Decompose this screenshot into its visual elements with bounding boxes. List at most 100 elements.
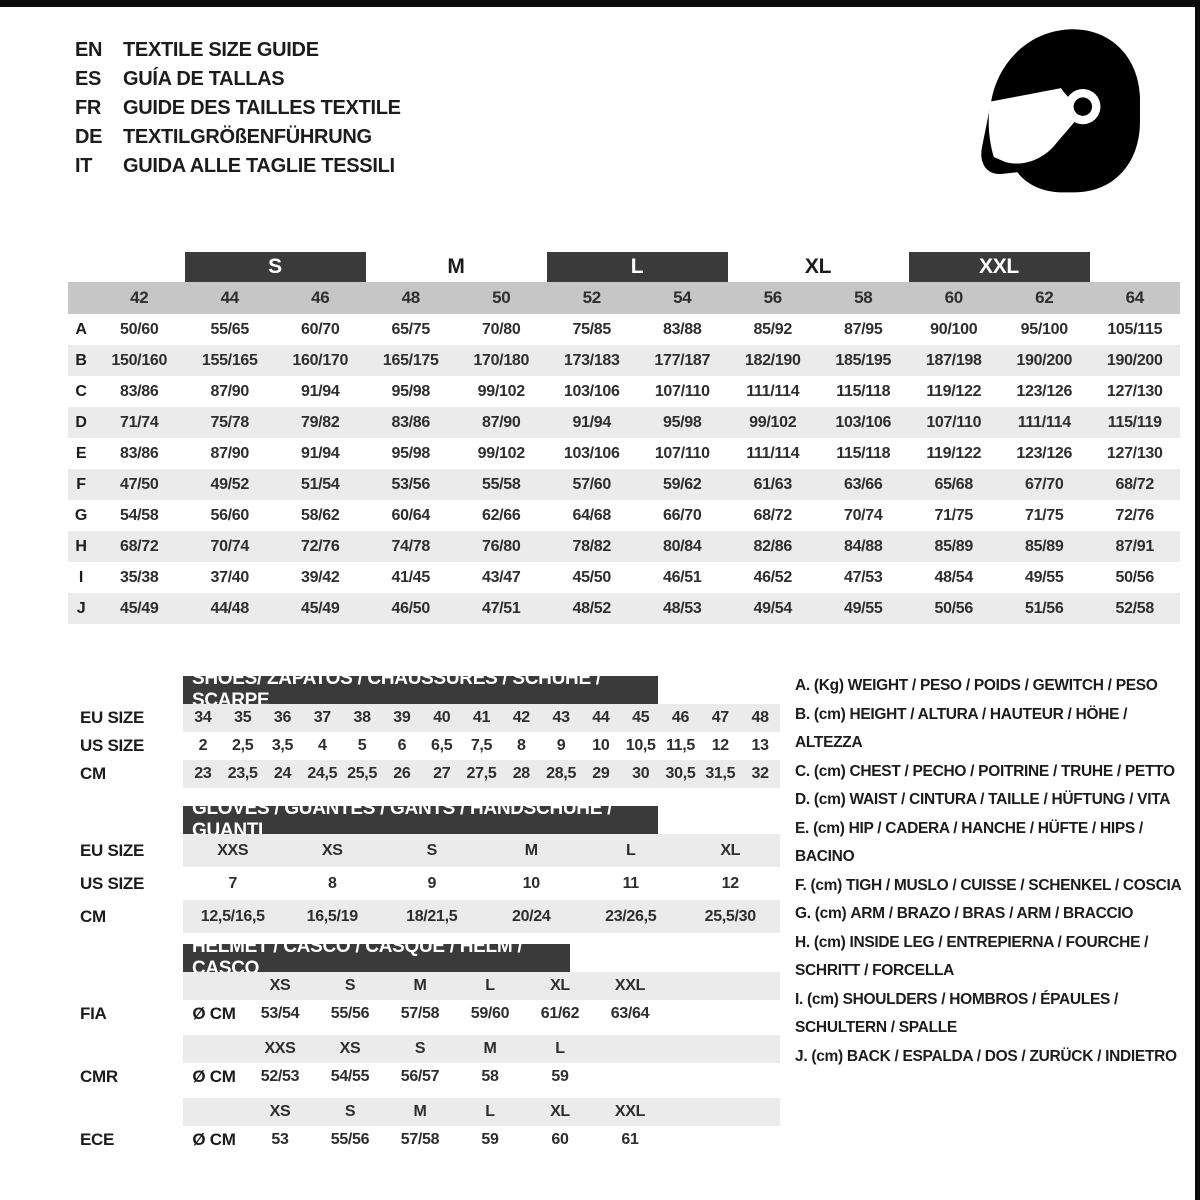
table-cell: 61/63 [753, 475, 793, 493]
legend-key: E. [795, 819, 810, 837]
table-cell: 70/74 [210, 537, 250, 555]
guide-title: GUÍA DE TALLAS [123, 68, 285, 90]
table-cell: 72/76 [300, 537, 340, 555]
table-cell: 103/106 [835, 413, 892, 431]
language-code: FR [75, 97, 102, 119]
table-cell: 87/90 [210, 382, 250, 400]
shoes-cell: 10 [592, 737, 610, 754]
table-cell: 65/68 [934, 475, 974, 493]
helmet-value-cell: 53/54 [260, 1005, 300, 1022]
table-row: E 83/86 87/90 91/94 95/98 99/102 103/106 107/11… [68, 438, 1180, 469]
table-cell: 59/62 [662, 475, 702, 493]
table-cell: 84/88 [843, 537, 883, 555]
shoes-cell: 25,5 [347, 765, 378, 782]
gloves-cell: L [626, 841, 636, 859]
table-cell: 60/64 [391, 506, 431, 524]
helmet-value-cell: 56/57 [400, 1068, 440, 1085]
shoes-cell: 29 [592, 765, 610, 782]
table-cell: 62/66 [481, 506, 521, 524]
legend-key: J. [795, 1047, 808, 1065]
helmet-size-cell: M [483, 1040, 497, 1057]
shoes-cell: 5 [357, 737, 367, 754]
shoes-cell: 13 [751, 737, 769, 754]
legend-key: B. [795, 705, 810, 723]
helmet-sizes-row: XS S M L XL XXL [68, 1098, 780, 1126]
table-cell: 95/98 [391, 444, 431, 462]
table-cell: 187/198 [925, 351, 982, 369]
legend-item: J. (cm) BACK / ESPALDA / DOS / ZURÜCK / … [795, 1043, 1193, 1072]
diameter-unit-cell: Ø CM [192, 1067, 236, 1086]
helmet-value-cell: 61/62 [540, 1005, 580, 1022]
table-cell: 155/165 [201, 351, 258, 369]
row-label-empty [68, 1035, 183, 1063]
table-cell: 54/58 [119, 506, 159, 524]
table-cell: 87/95 [843, 320, 883, 338]
table-row: J 45/49 44/48 45/49 46/50 47/51 48/52 48/53 49/5… [68, 593, 1180, 624]
shoes-cell: 30 [632, 765, 650, 782]
table-cell: 87/91 [1115, 537, 1155, 555]
shoes-cell: 10,5 [625, 737, 656, 754]
helmet-value-cell: 59 [481, 1131, 499, 1148]
table-cell: 190/200 [1106, 351, 1163, 369]
gloves-cell: 12 [721, 874, 740, 892]
shoes-cell: 43 [552, 709, 570, 726]
table-cell: 83/88 [662, 320, 702, 338]
legend-unit: (cm) [810, 876, 843, 894]
table-cell: 119/122 [926, 382, 982, 400]
helmet-sizes-band: XXS XS S M L [183, 1035, 780, 1063]
row-label: US SIZE [80, 873, 145, 893]
row-label: EU SIZE [80, 708, 145, 727]
guide-title: TEXTILE SIZE GUIDE [123, 39, 319, 61]
legend-text: WAIST / CINTURA / TAILLE / HÜFTUNG / VIT… [849, 791, 1171, 808]
helmet-size-cell: M [413, 977, 427, 994]
row-letter-cell: A [75, 320, 87, 338]
legend-item: I. (cm) SHOULDERS / HOMBROS / ÉPAULES / … [795, 986, 1193, 1043]
size-letter-row: S M L XL XXL [68, 252, 1180, 282]
legend-key: I. [795, 990, 804, 1008]
language-title-list: EN TEXTILE SIZE GUIDE ES GUÍA DE TALLAS FR GU… [75, 36, 401, 181]
table-cell: 48/53 [662, 599, 702, 617]
row-label: US SIZE [80, 736, 145, 755]
helmet-value-cell: 58 [481, 1068, 499, 1085]
table-cell: 165/175 [382, 351, 439, 369]
size-number-cell: 58 [854, 288, 873, 307]
table-cell: 99/102 [749, 413, 797, 431]
legend-unit: (cm) [813, 933, 846, 951]
table-cell: 56/60 [210, 506, 250, 524]
table-cell: 49/55 [1024, 568, 1064, 586]
shoes-cell: 6 [397, 737, 407, 754]
table-cell: 119/122 [926, 444, 982, 462]
table-cell: 49/55 [843, 599, 883, 617]
gloves-cell: 25,5/30 [704, 907, 757, 925]
helmet-size-cell: XS [269, 1103, 291, 1120]
helmet-value-cell: 60 [551, 1131, 569, 1148]
table-cell: 91/94 [300, 382, 340, 400]
row-letter-cell: F [76, 475, 86, 493]
shoes-cell: 28 [512, 765, 531, 782]
legend-key: C. [795, 762, 810, 780]
helmet-size-cell: XL [550, 1103, 570, 1120]
table-cell: 64/68 [572, 506, 612, 524]
measurement-rows: A 50/60 55/65 60/70 65/75 70/80 75/85 83/88 85/9… [68, 314, 1180, 624]
shoes-cell: 27,5 [466, 765, 497, 782]
row-label: CM [80, 764, 106, 783]
helmet-size-cell: S [344, 1103, 356, 1120]
size-number-cell: 48 [401, 288, 421, 307]
helmet-standard-label: CMR [80, 1067, 118, 1086]
helmet-size-cell: M [413, 1103, 427, 1120]
helmet-standard-label: ECE [80, 1130, 115, 1149]
table-cell: 185/195 [835, 351, 892, 369]
row-label: CM [80, 906, 106, 926]
table-cell: 50/56 [1115, 568, 1155, 586]
helmet-size-cell: XXL [614, 977, 646, 994]
table-cell: 107/110 [654, 382, 710, 400]
helmet-sizes-band: XS S M L XL XXL [183, 972, 780, 1000]
table-cell: 79/82 [300, 413, 340, 431]
helmet-sizes-band: XS S M L XL XXL [183, 1098, 780, 1126]
table-cell: 115/119 [1107, 413, 1162, 431]
size-band-xl: XL [804, 255, 832, 278]
table-cell: 46/52 [753, 568, 793, 586]
table-cell: 87/90 [210, 444, 250, 462]
legend-unit: (Kg) [813, 677, 844, 694]
legend-key: H. [795, 933, 810, 951]
